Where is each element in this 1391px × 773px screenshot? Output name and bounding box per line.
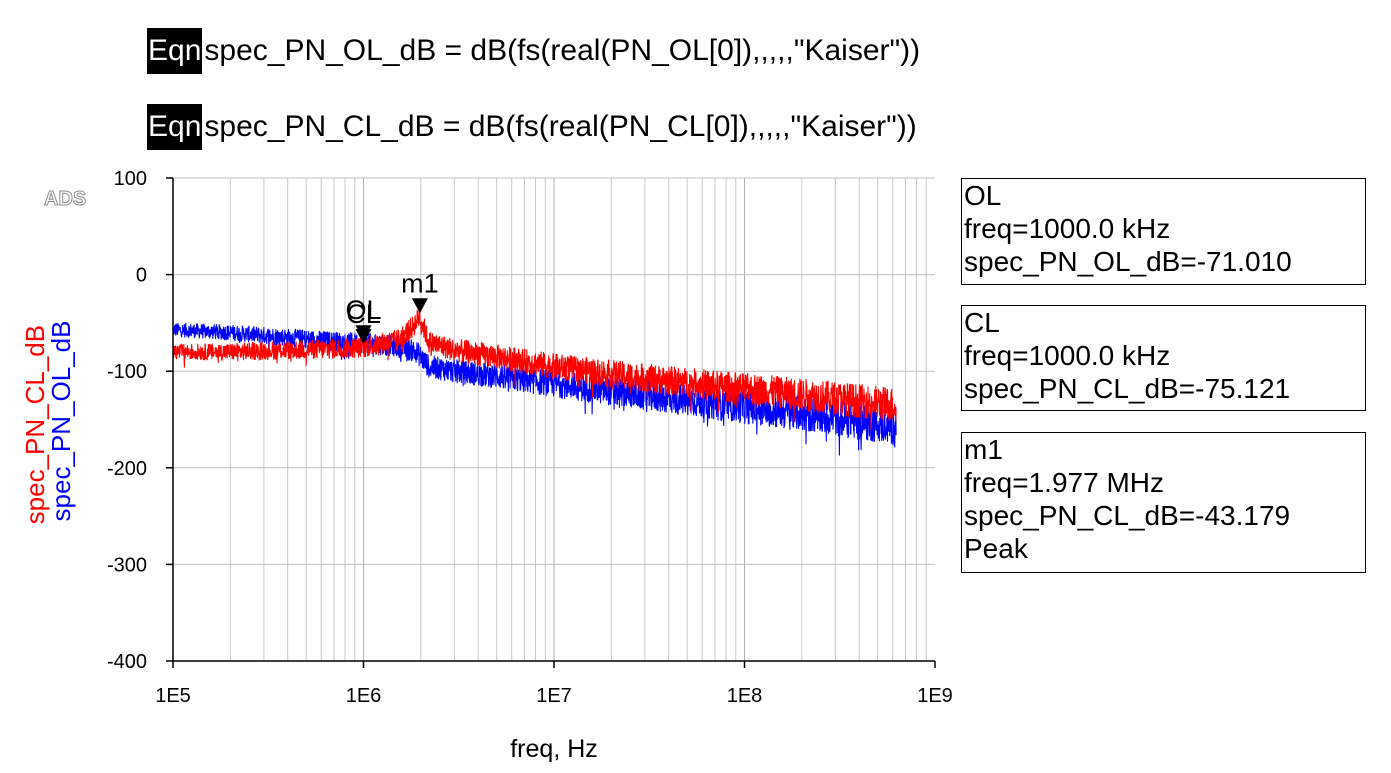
eqn-tag: Eqn [147, 28, 203, 74]
y-tick-label: -300 [107, 554, 147, 576]
marker-cl-label: CL [346, 299, 381, 329]
marker-name: m1 [964, 434, 1003, 465]
equation-text: spec_PN_CL_dB = dB(fs(real(PN_CL[0]),,,,… [204, 110, 917, 143]
marker-freq: freq=1000.0 kHz [964, 213, 1171, 244]
trace-spec-pn-ol-db [172, 322, 897, 456]
y-tick-label: 100 [114, 168, 147, 190]
equation-cl[interactable]: Eqn spec_PN_CL_dB = dB(fs(real(PN_CL[0]),… [147, 104, 917, 150]
y-axis-label-ol: spec_PN_OL_dB [46, 321, 76, 522]
x-tick-label: 1E9 [917, 685, 953, 707]
equation-ol[interactable]: Eqn spec_PN_OL_dB = dB(fs(real(PN_OL[0]),… [147, 28, 920, 74]
y-tick-label: -100 [107, 361, 147, 383]
marker-m1-label: m1 [401, 268, 439, 298]
marker-value: spec_PN_CL_dB=-75.121 [964, 373, 1291, 404]
y-axis-label: spec_PN_CL_dB spec_PN_OL_dB [20, 318, 76, 525]
y-axis-label-cl: spec_PN_CL_dB [20, 325, 50, 524]
equation-text: spec_PN_OL_dB = dB(fs(real(PN_OL[0]),,,,… [204, 34, 921, 67]
eqn-tag: Eqn [147, 104, 203, 150]
x-tick-label: 1E6 [346, 685, 382, 707]
y-tick-label: -400 [107, 651, 147, 673]
marker-name: OL [964, 180, 1002, 211]
marker-cl-triangle[interactable] [355, 329, 372, 345]
ads-watermark: ADS [44, 188, 86, 210]
marker-freq: freq=1.977 MHz [964, 467, 1164, 498]
marker-m1-triangle[interactable] [411, 298, 428, 314]
plot-traces [172, 309, 897, 456]
marker-box-cl[interactable]: CL freq=1000.0 kHz spec_PN_CL_dB=-75.121 [961, 305, 1366, 411]
y-tick-label: 0 [136, 265, 147, 287]
marker-ol-label: OL [345, 295, 381, 325]
x-tick-label: 1E5 [155, 685, 191, 707]
marker-box-ol[interactable]: OL freq=1000.0 kHz spec_PN_OL_dB=-71.010 [961, 178, 1366, 285]
marker-box-m1[interactable]: m1 freq=1.977 MHz spec_PN_CL_dB=-43.179 … [961, 432, 1366, 573]
plot-axes: 1E5 1E6 1E7 1E8 1E9 100 0 -100 -200 -300 -400 [107, 168, 953, 707]
marker-value: spec_PN_OL_dB=-71.010 [964, 246, 1292, 277]
marker-value: spec_PN_CL_dB=-43.179 [964, 500, 1291, 531]
marker-freq: freq=1000.0 kHz [964, 340, 1171, 371]
marker-note: Peak [964, 533, 1028, 564]
marker-name: CL [964, 307, 1000, 338]
trace-spec-pn-cl-db [172, 309, 897, 430]
x-axis-label: freq, Hz [510, 735, 598, 763]
x-tick-label: 1E8 [727, 685, 763, 707]
x-tick-label: 1E7 [536, 685, 572, 707]
y-tick-label: -200 [107, 458, 147, 480]
